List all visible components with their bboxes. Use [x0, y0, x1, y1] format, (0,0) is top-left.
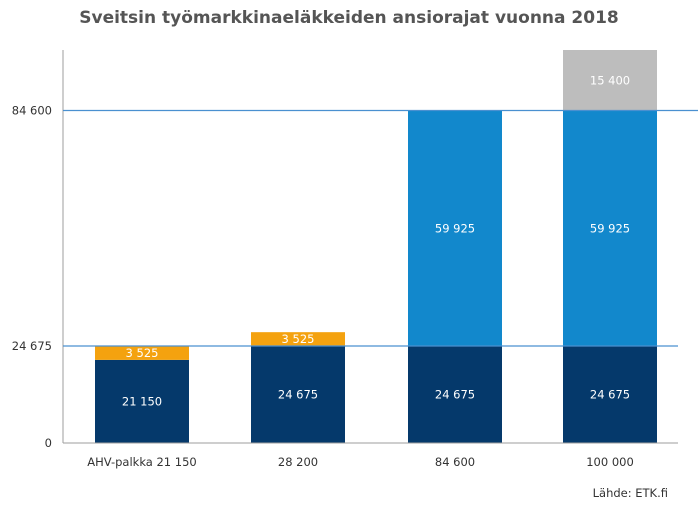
y-tick-label: 24 675 — [12, 339, 52, 353]
data-label: 15 400 — [590, 73, 630, 87]
x-category-label: 84 600 — [435, 455, 475, 469]
bar-segment — [563, 110, 657, 347]
data-label: 21 150 — [122, 394, 162, 408]
data-label: 24 675 — [435, 388, 475, 402]
bar-segment — [408, 346, 502, 443]
bar-segment — [563, 50, 657, 111]
data-label: 59 925 — [435, 221, 475, 235]
bar-segment — [251, 332, 345, 347]
data-label: 3 525 — [126, 346, 159, 360]
chart-title: Sveitsin työmarkkinaeläkkeiden ansioraja… — [79, 8, 618, 28]
x-category-label: 100 000 — [586, 455, 634, 469]
bar-segment — [563, 346, 657, 443]
bar-segment — [251, 346, 345, 443]
data-label: 24 675 — [590, 388, 630, 402]
bar-segment — [95, 346, 189, 360]
y-tick-label: 0 — [45, 436, 52, 450]
bar-segment — [408, 110, 502, 347]
data-label: 24 675 — [278, 388, 318, 402]
x-category-label: 28 200 — [278, 455, 318, 469]
y-tick-label: 84 600 — [12, 104, 52, 118]
data-label: 59 925 — [590, 221, 630, 235]
plot-area: 0 24 675 84 600 21 150 3 525 AHV-palkka 21 15… — [12, 50, 698, 469]
source-note: Lähde: ETK.fi — [593, 486, 668, 500]
x-category-label: AHV-palkka 21 150 — [87, 455, 196, 469]
data-label: 3 525 — [282, 332, 315, 346]
bar-segment — [95, 359, 189, 443]
